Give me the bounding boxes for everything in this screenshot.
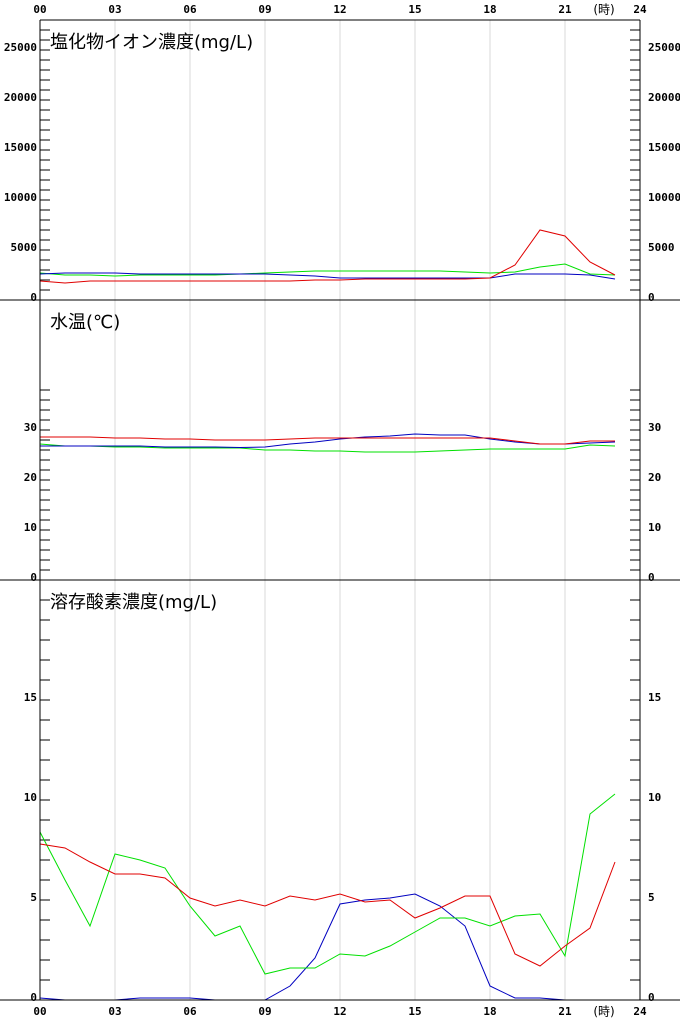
x-tick-label: 24	[633, 3, 647, 16]
series-line	[39, 443, 616, 453]
y-tick-label: 30	[648, 421, 661, 434]
y-tick-label: 10	[648, 791, 661, 804]
x-tick-label: 12	[333, 1005, 346, 1018]
y-tick-label: 0	[648, 991, 655, 1004]
series-line	[40, 436, 615, 445]
y-tick-label: 0	[648, 571, 655, 584]
y-tick-label: 5000	[648, 241, 675, 254]
series-line	[39, 893, 615, 1001]
y-tick-label: 0	[30, 991, 37, 1004]
x-tick-label: 06	[183, 3, 197, 16]
x-tick-label: 03	[108, 3, 121, 16]
y-tick-label: 5000	[11, 241, 38, 254]
x-tick-label: 18	[483, 3, 496, 16]
y-tick-label: 5	[30, 891, 37, 904]
y-tick-label: 25000	[648, 41, 680, 54]
series-line	[39, 793, 616, 975]
panel-title: 溶存酸素濃度(mg/L)	[50, 592, 217, 613]
y-tick-label: 10	[648, 521, 661, 534]
y-tick-label: 15000	[648, 141, 680, 154]
x-tick-label: 12	[333, 3, 346, 16]
series-line	[39, 272, 616, 280]
y-tick-label: 15	[24, 691, 37, 704]
y-tick-label: 10	[24, 791, 37, 804]
y-tick-label: 25000	[4, 41, 37, 54]
x-tick-label: 18	[483, 1005, 496, 1018]
series-line	[39, 843, 616, 967]
y-tick-label: 0	[30, 571, 37, 584]
y-tick-label: 30	[24, 421, 37, 434]
x-tick-label: 21	[558, 1005, 572, 1018]
x-tick-label: 09	[258, 3, 271, 16]
x-tick-label: 06	[183, 1005, 197, 1018]
panel-title: 水温(℃)	[50, 312, 120, 333]
x-tick-label: 03	[108, 1005, 121, 1018]
x-unit: (時)	[593, 1005, 614, 1019]
y-tick-label: 20	[24, 471, 37, 484]
series-line	[40, 433, 616, 449]
x-tick-label: 00	[33, 1005, 46, 1018]
y-tick-label: 20000	[4, 91, 37, 104]
panel-title: 塩化物イオン濃度(mg/L)	[50, 32, 253, 53]
x-tick-label: 15	[408, 3, 421, 16]
x-tick-label: 09	[258, 1005, 271, 1018]
y-tick-label: 15	[648, 691, 661, 704]
y-tick-label: 20000	[648, 91, 680, 104]
x-unit: (時)	[593, 3, 614, 17]
series-line	[39, 263, 616, 277]
x-tick-label: 24	[633, 1005, 647, 1018]
y-tick-label: 20	[648, 471, 661, 484]
y-tick-label: 10000	[4, 191, 37, 204]
x-tick-label: 21	[558, 3, 572, 16]
y-tick-label: 0	[648, 291, 655, 304]
x-tick-label: 00	[33, 3, 46, 16]
x-tick-label: 15	[408, 1005, 421, 1018]
y-tick-label: 0	[30, 291, 37, 304]
y-tick-label: 10000	[648, 191, 680, 204]
y-tick-label: 15000	[4, 141, 37, 154]
y-tick-label: 10	[24, 521, 37, 534]
y-tick-label: 5	[648, 891, 655, 904]
series-line	[39, 229, 616, 284]
